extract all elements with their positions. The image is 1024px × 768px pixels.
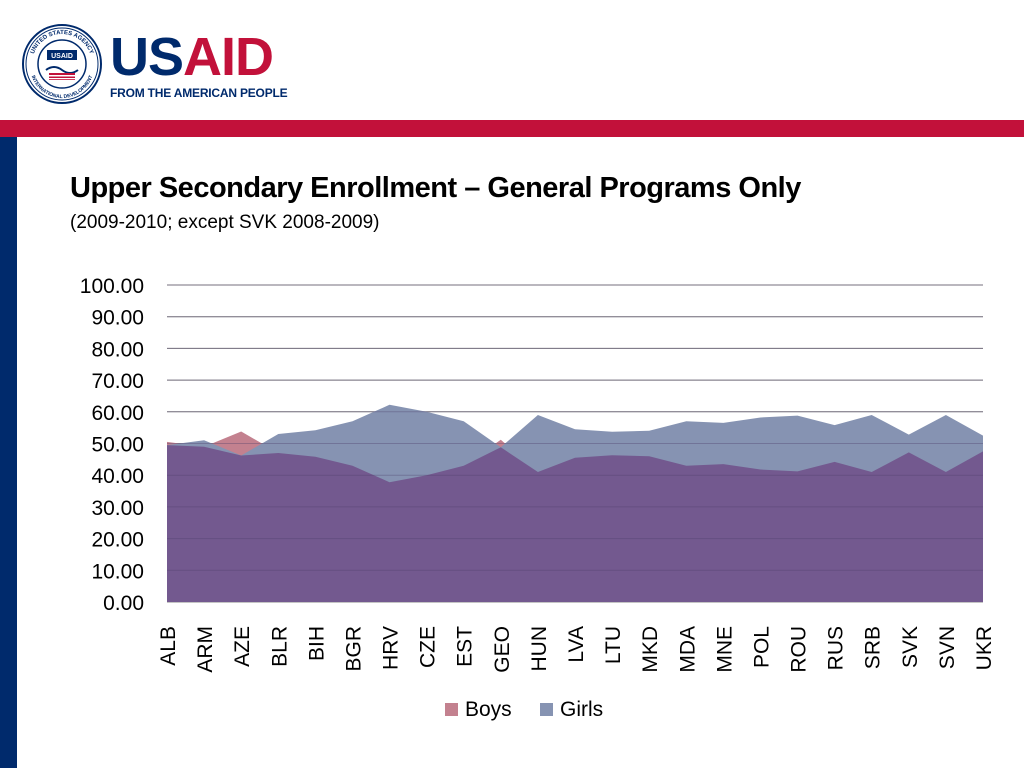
- y-tick-label: 10.00: [91, 560, 144, 583]
- left-accent-bar: [0, 137, 17, 768]
- legend-label-girls: Girls: [560, 698, 603, 721]
- x-tick-label: HRV: [380, 626, 403, 670]
- logo-wordmark: USAID: [110, 30, 287, 84]
- x-tick-label: HUN: [528, 626, 551, 672]
- x-tick-label: LTU: [602, 626, 625, 664]
- x-tick-label: MNE: [713, 626, 736, 673]
- y-tick-label: 20.00: [91, 529, 144, 552]
- x-tick-label: AZE: [231, 626, 254, 667]
- y-tick-label: 100.00: [80, 275, 144, 298]
- x-tick-label: ARM: [194, 626, 217, 673]
- x-tick-label: BLR: [268, 626, 291, 667]
- x-tick-label: UKR: [973, 626, 996, 670]
- legend-swatch-boys: [445, 703, 458, 716]
- x-tick-label: LVA: [565, 626, 588, 663]
- logo-tagline: FROM THE AMERICAN PEOPLE: [110, 86, 288, 100]
- slide-subtitle: (2009-2010; except SVK 2008-2009): [70, 212, 380, 233]
- x-tick-label: EST: [454, 626, 477, 667]
- x-tick-label: SVN: [936, 626, 959, 669]
- usaid-logo: USAID FROM THE AMERICAN PEOPLE: [110, 30, 288, 100]
- y-tick-label: 60.00: [91, 402, 144, 425]
- slide-title: Upper Secondary Enrollment – General Pro…: [70, 172, 801, 204]
- x-tick-label: POL: [751, 626, 774, 668]
- x-tick-label: MDA: [676, 626, 699, 673]
- x-tick-label: ALB: [157, 626, 180, 666]
- enrollment-area-chart: 0.00 10.00 20.00 30.00 40.00 50.00 60.00 70.00 8…: [80, 275, 996, 721]
- legend-label-boys: Boys: [465, 698, 512, 721]
- y-tick-label: 50.00: [91, 434, 144, 457]
- logo-word-us: US: [110, 27, 184, 87]
- x-tick-label: ROU: [788, 626, 811, 673]
- y-tick-label: 70.00: [91, 370, 144, 393]
- y-tick-label: 80.00: [91, 338, 144, 361]
- x-tick-label: SRB: [862, 626, 885, 669]
- x-tick-label: RUS: [825, 626, 848, 670]
- header-red-band: [0, 120, 1024, 137]
- y-tick-label: 40.00: [91, 465, 144, 488]
- x-tick-label: SVK: [899, 626, 922, 668]
- x-tick-label: GEO: [491, 626, 514, 673]
- y-tick-label: 0.00: [103, 592, 144, 615]
- y-tick-label: 30.00: [91, 497, 144, 520]
- svg-text:USAID: USAID: [51, 53, 73, 60]
- legend-swatch-girls: [540, 703, 553, 716]
- usaid-seal-icon: USAID UNITED STATES AGENCY INTERNATIONAL…: [22, 24, 102, 104]
- x-tick-label: MKD: [639, 626, 662, 673]
- series-overlap-area: [167, 445, 983, 602]
- x-tick-label: CZE: [417, 626, 440, 668]
- logo-word-aid: AID: [183, 27, 274, 87]
- y-tick-label: 90.00: [91, 307, 144, 330]
- x-tick-label: BGR: [343, 626, 366, 672]
- x-tick-label: BIH: [305, 626, 328, 661]
